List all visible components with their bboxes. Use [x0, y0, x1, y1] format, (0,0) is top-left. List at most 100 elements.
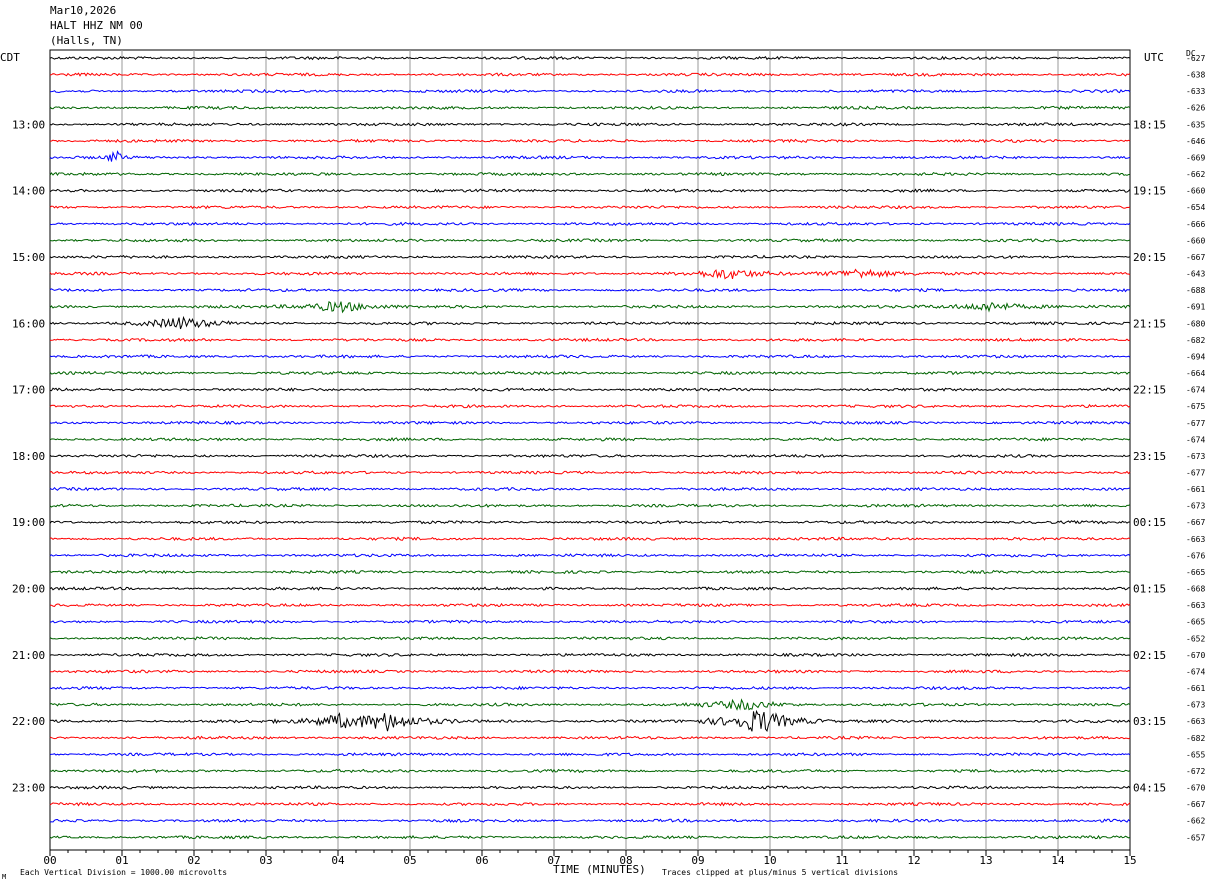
- dc-offset-label: -667: [1186, 800, 1205, 809]
- dc-offset-label: -627: [1186, 54, 1205, 63]
- clip-note: Traces clipped at plus/minus 5 vertical …: [662, 868, 898, 877]
- left-hour-label: 21:00: [12, 649, 45, 662]
- trace-row: [49, 150, 1131, 162]
- x-tick-label: 15: [1123, 854, 1136, 867]
- trace-row: [49, 72, 1131, 77]
- dc-offset-label: -688: [1186, 286, 1205, 295]
- trace-row: [49, 709, 1131, 733]
- trace-row: [49, 685, 1131, 691]
- trace-row: [49, 586, 1130, 591]
- dc-offset-label: -662: [1186, 170, 1205, 179]
- dc-offset-label: -667: [1186, 253, 1205, 262]
- trace-row: [49, 735, 1131, 741]
- trace-row: [49, 337, 1131, 343]
- trace-row: [49, 138, 1131, 144]
- left-hour-label: 20:00: [12, 583, 45, 596]
- dc-offset-label: -664: [1186, 369, 1205, 378]
- dc-offset-label: -677: [1186, 419, 1205, 428]
- trace-row: [49, 453, 1131, 459]
- right-hour-label: 04:15: [1133, 782, 1166, 795]
- dc-offset-label: -652: [1186, 634, 1205, 643]
- left-hour-label: 16:00: [12, 317, 45, 330]
- trace-row: [49, 88, 1131, 94]
- x-tick-label: 14: [1051, 854, 1065, 867]
- header-location: (Halls, TN): [50, 34, 123, 47]
- dc-offset-label: -643: [1186, 270, 1205, 279]
- dc-offset-label: -667: [1186, 518, 1205, 527]
- dc-offset-label: -675: [1186, 402, 1205, 411]
- dc-offset-label: -674: [1186, 667, 1205, 676]
- trace-row: [49, 315, 1131, 330]
- right-hour-label: 19:15: [1133, 185, 1166, 198]
- dc-offset-label: -661: [1186, 485, 1205, 494]
- left-hour-label: 22:00: [12, 715, 45, 728]
- right-zone-label: UTC: [1144, 51, 1164, 64]
- right-hour-label: 03:15: [1133, 715, 1166, 728]
- x-tick-label: 09: [691, 854, 704, 867]
- trace-row: [49, 188, 1131, 193]
- dc-offset-label: -670: [1186, 784, 1205, 793]
- dc-offset-label: -682: [1186, 336, 1205, 345]
- x-tick-label: 02: [187, 854, 200, 867]
- scale-note: Each Vertical Division = 1000.00 microvo…: [20, 868, 227, 877]
- trace-row: [49, 486, 1131, 492]
- plot-frame: [49, 49, 1131, 851]
- dc-offset-label: -665: [1186, 568, 1205, 577]
- trace-row: [49, 221, 1131, 226]
- trace-row: [50, 602, 1131, 608]
- dc-offset-label: -677: [1186, 469, 1205, 478]
- dc-label: DC: [1186, 49, 1196, 58]
- trace-row: [49, 652, 1131, 658]
- trace-row: [49, 403, 1131, 409]
- dc-offset-label: -646: [1186, 137, 1205, 146]
- trace-row: [49, 503, 1131, 508]
- trace-row: [49, 254, 1131, 260]
- trace-row: [49, 171, 1131, 177]
- dc-offset-label: -682: [1186, 734, 1205, 743]
- trace-row: [49, 268, 1131, 280]
- trace-row: [49, 287, 1131, 293]
- dc-offset-label: -638: [1186, 71, 1205, 80]
- x-tick-label: 12: [907, 854, 920, 867]
- left-hour-label: 23:00: [12, 782, 45, 795]
- dc-offset-label: -661: [1186, 684, 1205, 693]
- trace-row: [49, 785, 1131, 790]
- left-hour-label: 17:00: [12, 384, 45, 397]
- trace-row: [49, 204, 1131, 210]
- right-hour-label: 18:15: [1133, 118, 1166, 131]
- x-tick-label: 08: [619, 854, 632, 867]
- dc-offset-label: -668: [1186, 585, 1205, 594]
- dc-offset-label: -676: [1186, 551, 1205, 560]
- x-tick-label: 01: [115, 854, 128, 867]
- dc-offset-label: -633: [1186, 87, 1205, 96]
- dc-offset-label: -672: [1186, 767, 1205, 776]
- trace-row: [49, 238, 1131, 243]
- left-hour-label: 13:00: [12, 118, 45, 131]
- dc-offset-label: -673: [1186, 502, 1205, 511]
- x-tick-label: 04: [331, 854, 345, 867]
- trace-row: [49, 669, 1131, 674]
- right-hour-label: 00:15: [1133, 516, 1166, 529]
- left-hour-label: 14:00: [12, 185, 45, 198]
- x-tick-label: 11: [835, 854, 848, 867]
- trace-row: [49, 698, 1131, 711]
- x-tick-label: 06: [475, 854, 488, 867]
- left-zone-label: CDT: [0, 51, 20, 64]
- dc-offset-label: -666: [1186, 220, 1205, 229]
- trace-row: [49, 801, 1131, 807]
- x-tick-label: 10: [763, 854, 776, 867]
- trace-row: [49, 354, 1131, 359]
- left-hour-label: 15:00: [12, 251, 45, 264]
- dc-offset-label: -673: [1186, 452, 1205, 461]
- x-tick-label: 05: [403, 854, 416, 867]
- dc-offset-label: -663: [1186, 717, 1205, 726]
- trace-row: [49, 55, 1131, 61]
- dc-offset-label: -654: [1186, 203, 1205, 212]
- trace-row: [49, 553, 1131, 558]
- trace-row: [49, 420, 1131, 426]
- right-hour-label: 21:15: [1133, 317, 1166, 330]
- dc-offset-label: -694: [1186, 352, 1205, 361]
- trace-row: [49, 619, 1131, 624]
- dc-offset-label: -674: [1186, 435, 1205, 444]
